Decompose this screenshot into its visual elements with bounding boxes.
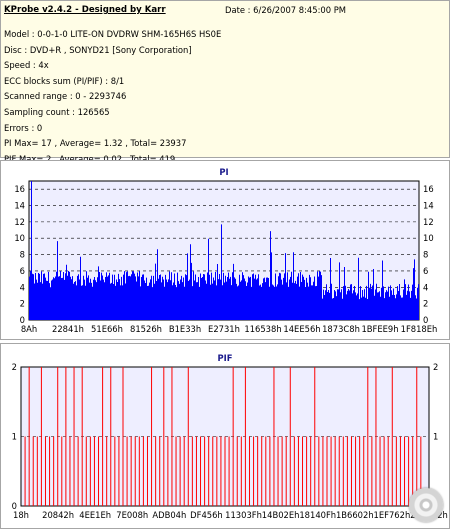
x-tick-label: 18h [13,510,29,520]
y-tick-label-left: 1 [12,432,17,442]
y-tick-label-left: 14 [14,201,25,211]
pif-chart: PIF00112218h20842h4EE1Eh7E008hADB04hDF45… [12,353,448,520]
y-tick-label-left: 10 [14,233,25,243]
y-tick-label-left: 2 [12,362,17,372]
x-tick-label: 4EE1Eh [79,510,111,520]
y-tick-label-right: 10 [423,233,434,243]
info-sampling: Sampling count : 126565 [4,106,110,117]
pif-series [24,367,422,506]
x-tick-label: 1873C8h [322,324,360,334]
y-tick-label-right: 4 [423,282,428,292]
x-tick-label: 8Ah [21,324,37,334]
y-tick-label-right: 14 [423,201,434,211]
info-errors: Errors : 0 [4,122,43,133]
y-tick-label-right: 0 [423,315,428,325]
x-tick-label: 14B02Eh [262,510,300,520]
x-tick-label: 51E66h [91,324,123,334]
pi-series [29,181,419,320]
info-pi-summary: PI Max= 17 , Average= 1.32 , Total= 2393… [4,138,187,149]
x-tick-label: 81526h [130,324,162,334]
info-lines: Model : 0-0-1-0 LITE-ON DVDRW SHM-165H6S… [4,27,221,167]
info-pif-summary: PIF Max= 2 , Average= 0.02 , Total= 419 [4,153,176,164]
y-tick-label-left: 0 [12,501,17,511]
x-tick-label: 20842h [42,510,74,520]
info-range: Scanned range : 0 - 2293746 [4,91,127,102]
pi-chart: PI 0 0 2 2 4 4 6 6 8 8 10 10 12 12 14 14 16 16 8Ah 22841h 51E… [14,167,438,334]
y-tick-label-right: 1 [433,432,438,442]
info-speed: Speed : 4x [4,60,49,71]
x-tick-label: E2731h [208,324,240,334]
y-tick-label-right: 2 [433,362,438,372]
chart-title: PIF [218,353,233,363]
x-tick-label: 11303Fh [225,510,262,520]
x-tick-label: 7E008h [116,510,148,520]
y-tick-label-left: 0 [20,315,25,325]
x-tick-label: 1EF762h [374,510,411,520]
x-tick-label: ADB04h [152,510,186,520]
y-tick-label-left: 4 [20,282,25,292]
info-model: Model : 0-0-1-0 LITE-ON DVDRW SHM-165H6S… [4,29,222,39]
chart-title: PI [219,167,228,177]
info-disc: Disc : DVD+R , SONYD21 [Sony Corporation… [4,44,192,55]
info-ecc: ECC blocks sum (PI/PIF) : 8/1 [4,75,125,86]
app-title: KProbe v2.4.2 - Designed by Karr [4,5,166,15]
y-tick-label-left: 6 [20,266,25,276]
y-tick-label-right: 2 [423,299,428,309]
y-tick-label-right: 8 [423,250,428,260]
x-tick-label: 1F818Eh [401,324,438,334]
x-tick-label: 116538h [244,324,281,334]
x-tick-label: 1BFEE9h [361,324,398,334]
y-tick-label-left: 12 [14,217,25,227]
x-tick-label: 22841h [52,324,84,334]
y-tick-label-right: 16 [423,184,434,194]
pif-chart-panel: PIF00112218h20842h4EE1Eh7E008hADB04hDF45… [0,343,450,529]
y-tick-label-right: 6 [423,266,428,276]
y-tick-label-right: 12 [423,217,434,227]
x-tick-label: B1E33h [169,324,201,334]
x-tick-label: DF456h [190,510,223,520]
disc-icon [409,488,443,522]
x-tick-label: 1B6602h [336,510,374,520]
scan-date: Date : 6/26/2007 8:45:00 PM [225,5,346,15]
y-tick-label-left: 8 [20,250,25,260]
x-tick-label: 14EE56h [283,324,320,334]
x-tick-label: 18140Fh [299,510,336,520]
scan-info-panel: KProbe v2.4.2 - Designed by Karr Date : … [0,0,450,164]
pi-chart-panel: PI 0 0 2 2 4 4 6 6 8 8 10 10 12 12 14 14 16 16 8Ah 22841h 51E… [0,160,450,340]
y-tick-label-left: 2 [20,299,25,309]
y-tick-label-left: 16 [14,184,25,194]
